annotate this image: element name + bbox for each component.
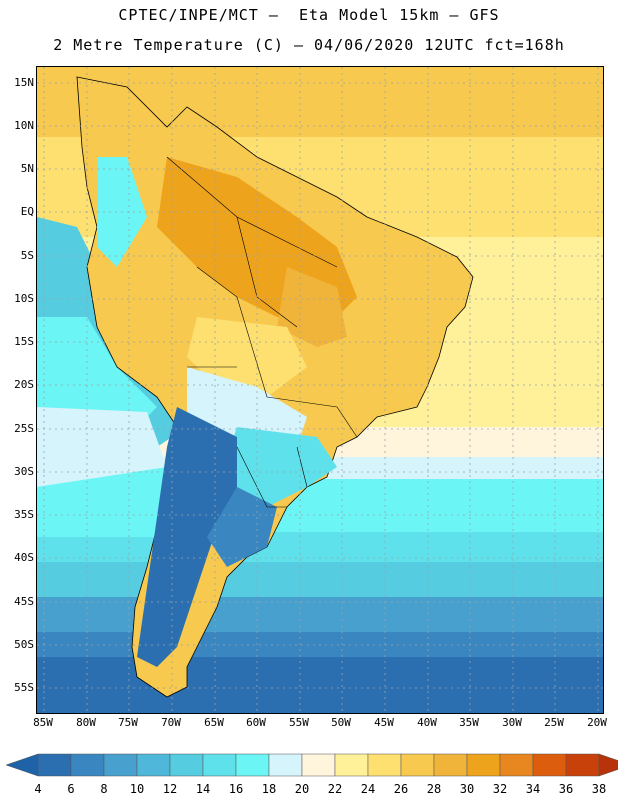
central-brazil-hot-region — [277, 267, 347, 347]
lon-label: 25W — [544, 716, 564, 729]
colorbar-swatch — [136, 753, 171, 777]
colorbar-swatch — [400, 753, 435, 777]
colorbar-swatch — [565, 753, 600, 777]
ocean-polar-zone — [37, 657, 603, 713]
colorbar-label: 16 — [228, 782, 244, 796]
colorbar-swatch — [499, 753, 534, 777]
colorbar-label: 26 — [393, 782, 409, 796]
ocean-very-cold-zone — [37, 597, 603, 637]
map-title-line1: CPTEC/INPE/MCT – Eta Model 15km – GFS — [118, 6, 500, 24]
colorbar-label: 34 — [525, 782, 541, 796]
colorbar-label: 22 — [327, 782, 343, 796]
lon-label: 55W — [289, 716, 309, 729]
colorbar-swatch — [433, 753, 468, 777]
colorbar-label: 30 — [459, 782, 475, 796]
lat-label: 10N — [14, 119, 34, 132]
colorbar-swatch — [334, 753, 369, 777]
colorbar-swatch — [532, 753, 567, 777]
ocean-cold-band — [37, 562, 603, 602]
lat-label: 55S — [14, 681, 34, 694]
lat-label: 50S — [14, 638, 34, 651]
lon-label: 70W — [161, 716, 181, 729]
colorbar-label: 20 — [294, 782, 310, 796]
lon-label: 45W — [374, 716, 394, 729]
lat-label: 5S — [20, 249, 34, 262]
map-title-line2: 2 Metre Temperature (C) – 04/06/2020 12U… — [53, 36, 565, 54]
lon-label: 30W — [502, 716, 522, 729]
lat-label: 15S — [14, 335, 34, 348]
colorbar-swatch — [37, 753, 72, 777]
colorbar-swatches — [5, 753, 618, 777]
lat-label: 40S — [14, 551, 34, 564]
lon-label: 65W — [204, 716, 224, 729]
pacific-cold-band — [37, 467, 167, 537]
map-canvas — [37, 67, 603, 713]
colorbar-swatch — [301, 753, 336, 777]
colorbar-arrow-low — [5, 753, 39, 777]
colorbar-swatch — [367, 753, 402, 777]
colorbar-swatch — [103, 753, 138, 777]
colorbar-label: 10 — [129, 782, 145, 796]
temperature-colorbar — [5, 753, 618, 777]
colorbar-label: 18 — [261, 782, 277, 796]
lon-label: 80W — [76, 716, 96, 729]
temperature-map — [36, 66, 604, 714]
colorbar-swatch — [466, 753, 501, 777]
colorbar-swatch — [235, 753, 270, 777]
lat-label: 30S — [14, 465, 34, 478]
colorbar-swatch — [202, 753, 237, 777]
lon-label: 20W — [587, 716, 607, 729]
colorbar-label: 6 — [67, 782, 75, 796]
colorbar-swatch — [268, 753, 303, 777]
lat-label: 15N — [14, 76, 34, 89]
lat-label: 10S — [14, 292, 34, 305]
lon-label: 50W — [331, 716, 351, 729]
graticule — [37, 67, 603, 713]
lat-label: 35S — [14, 508, 34, 521]
colorbar-arrow-high — [598, 753, 618, 777]
lon-label: 75W — [118, 716, 138, 729]
lon-label: 35W — [459, 716, 479, 729]
lat-label: 25S — [14, 422, 34, 435]
lon-label: 85W — [33, 716, 53, 729]
lat-label: 45S — [14, 595, 34, 608]
lat-label: 5N — [20, 162, 34, 175]
colorbar-label: 24 — [360, 782, 376, 796]
lon-label: 60W — [246, 716, 266, 729]
ocean-colder-zone — [37, 532, 603, 567]
colorbar-label: 4 — [34, 782, 42, 796]
lat-label: 20S — [14, 378, 34, 391]
colorbar-label: 14 — [195, 782, 211, 796]
colorbar-label: 28 — [426, 782, 442, 796]
colorbar-label: 12 — [162, 782, 178, 796]
colorbar-label: 8 — [100, 782, 108, 796]
colorbar-swatch — [169, 753, 204, 777]
lat-label: EQ — [20, 205, 34, 218]
central-argentina-region — [207, 487, 277, 567]
colorbar-label: 36 — [558, 782, 574, 796]
pacific-cool-band — [37, 317, 157, 427]
colorbar-label: 32 — [492, 782, 508, 796]
colorbar-label: 38 — [591, 782, 607, 796]
lon-label: 40W — [417, 716, 437, 729]
pacific-mild-band — [37, 407, 167, 487]
colorbar-swatch — [70, 753, 105, 777]
